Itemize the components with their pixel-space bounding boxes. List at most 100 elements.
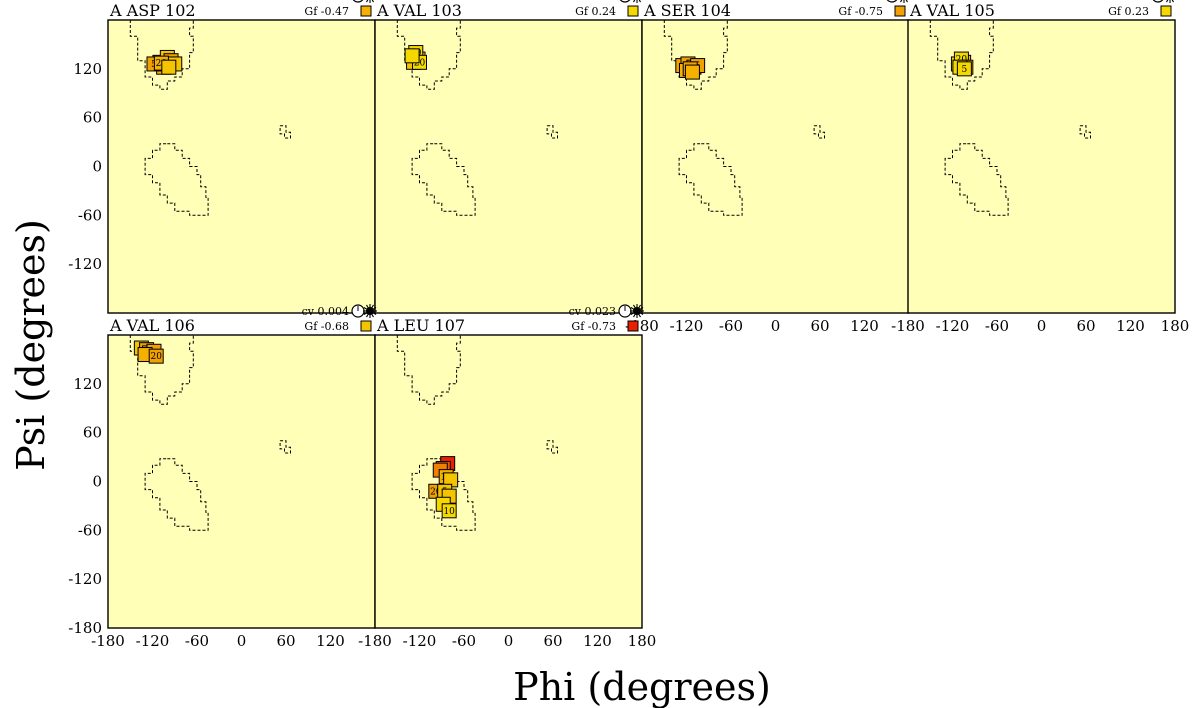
allowed-region-outline	[396, 20, 461, 90]
x-tick-label: 0	[771, 317, 781, 335]
gf-swatch	[360, 5, 372, 17]
y-axis-title: Psi (degrees)	[9, 219, 53, 471]
x-tick-label: 60	[810, 317, 829, 335]
x-tick-label: 0	[504, 632, 514, 650]
data-point	[956, 61, 972, 77]
x-tick-label: 120	[583, 632, 612, 650]
data-point-label: 5	[961, 65, 967, 75]
allowed-region-outline	[129, 20, 194, 90]
panel-title: A VAL 105	[909, 1, 995, 20]
y-tick-label: 0	[92, 158, 102, 176]
allowed-region-outline	[411, 143, 476, 216]
x-tick-label: -120	[136, 632, 170, 650]
gf-swatch	[627, 5, 639, 17]
x-axis-title: Phi (degrees)	[513, 665, 771, 708]
data-point	[148, 348, 164, 364]
x-tick-label: -180	[891, 317, 925, 335]
sun-icon	[900, 0, 908, 3]
panel-title: A LEU 107	[376, 316, 465, 335]
allowed-region-outline	[944, 143, 1009, 216]
x-tick-label: -120	[936, 317, 970, 335]
x-tick-label: 0	[1037, 317, 1047, 335]
x-tick-label: -180	[358, 632, 392, 650]
allowed-region-outline	[929, 20, 994, 90]
data-point	[404, 48, 420, 64]
cv-label: cv 0.004	[302, 305, 349, 318]
allowed-region-outline	[1079, 125, 1091, 139]
x-tick-label: 120	[1116, 317, 1145, 335]
plot-panel-4: A VAL 105cv 0.002Gf 0.23205-180-120-6006…	[891, 0, 1189, 335]
allowed-region-outline	[144, 143, 209, 216]
allowed-region-outline	[129, 335, 194, 405]
gf-label: Gf -0.75	[838, 5, 883, 18]
clock-icon	[352, 0, 364, 3]
x-tick-label: -60	[985, 317, 1009, 335]
clock-icon	[886, 0, 898, 3]
x-tick-label: -180	[91, 632, 125, 650]
allowed-region-outline	[813, 125, 825, 139]
allowed-region-outline	[663, 20, 728, 90]
data-point	[684, 64, 700, 80]
sun-icon	[1166, 0, 1174, 3]
plot-panel-2: A VAL 103cv 0.005Gf 0.2419120	[374, 0, 643, 314]
plot-area	[907, 19, 1176, 314]
cv-label: cv 0.023	[569, 305, 616, 318]
x-tick-label: -120	[403, 632, 437, 650]
allowed-region-outline	[411, 458, 476, 531]
sun-icon	[633, 0, 641, 3]
x-tick-label: -120	[670, 317, 704, 335]
x-tick-label: 180	[1161, 317, 1190, 335]
cv-label: cv 0.005	[836, 0, 883, 3]
x-tick-label: -60	[452, 632, 476, 650]
sun-icon	[630, 304, 644, 318]
allowed-region-outline	[144, 458, 209, 531]
gf-label: Gf 0.23	[1108, 5, 1149, 18]
data-point	[441, 503, 457, 519]
cv-label: cv 0.005	[569, 0, 616, 3]
gf-label: Gf -0.73	[571, 320, 616, 333]
x-tick-label: 60	[276, 632, 295, 650]
allowed-region-outline	[546, 440, 558, 454]
x-tick-label: -60	[719, 317, 743, 335]
panel-title: A VAL 106	[109, 316, 195, 335]
plot-area	[374, 334, 643, 629]
y-tick-label: -120	[68, 570, 102, 588]
gf-swatch	[1160, 5, 1172, 17]
sun-icon	[363, 304, 377, 318]
data-point	[161, 59, 177, 75]
plot-area	[107, 334, 376, 629]
data-point-label: 20	[430, 487, 442, 497]
plot-panel-3: A SER 104cv 0.005Gf -0.75520-180-120-600…	[625, 0, 910, 335]
cv-label: cv 0.005	[302, 0, 349, 3]
gf-label: Gf -0.68	[304, 320, 349, 333]
data-point-label: 10	[443, 507, 455, 517]
panel-title: A SER 104	[643, 1, 731, 20]
gf-swatch	[627, 320, 639, 332]
gf-swatch	[360, 320, 372, 332]
y-tick-label: 0	[92, 473, 102, 491]
gf-label: Gf -0.47	[304, 5, 349, 18]
y-tick-label: -60	[78, 206, 102, 224]
allowed-region-outline	[279, 440, 291, 454]
y-tick-label: 60	[83, 109, 102, 127]
x-tick-label: 120	[316, 632, 345, 650]
data-point-label: 20	[150, 352, 162, 362]
allowed-region-outline	[546, 125, 558, 139]
panel-title: A VAL 103	[376, 1, 462, 20]
allowed-region-outline	[396, 335, 461, 405]
allowed-region-outline	[279, 125, 291, 139]
y-tick-label: 120	[73, 60, 102, 78]
plot-panel-1: A ASP 102cv 0.005Gf -0.471520120600-60-1…	[68, 0, 376, 314]
x-tick-label: 60	[543, 632, 562, 650]
x-tick-label: 120	[850, 317, 879, 335]
clock-icon	[1152, 0, 1164, 3]
gf-label: Gf 0.24	[575, 5, 616, 18]
sun-icon	[366, 0, 374, 3]
y-tick-label: -180	[68, 619, 102, 637]
data-point-label: 20	[414, 58, 426, 68]
plot-panel-5: A VAL 106 cv 0.004 Gf -0.68 120 -180 -120 -60 0…	[68, 304, 377, 650]
x-tick-label: 0	[237, 632, 247, 650]
clock-icon	[619, 0, 631, 3]
y-tick-label: 120	[73, 375, 102, 393]
